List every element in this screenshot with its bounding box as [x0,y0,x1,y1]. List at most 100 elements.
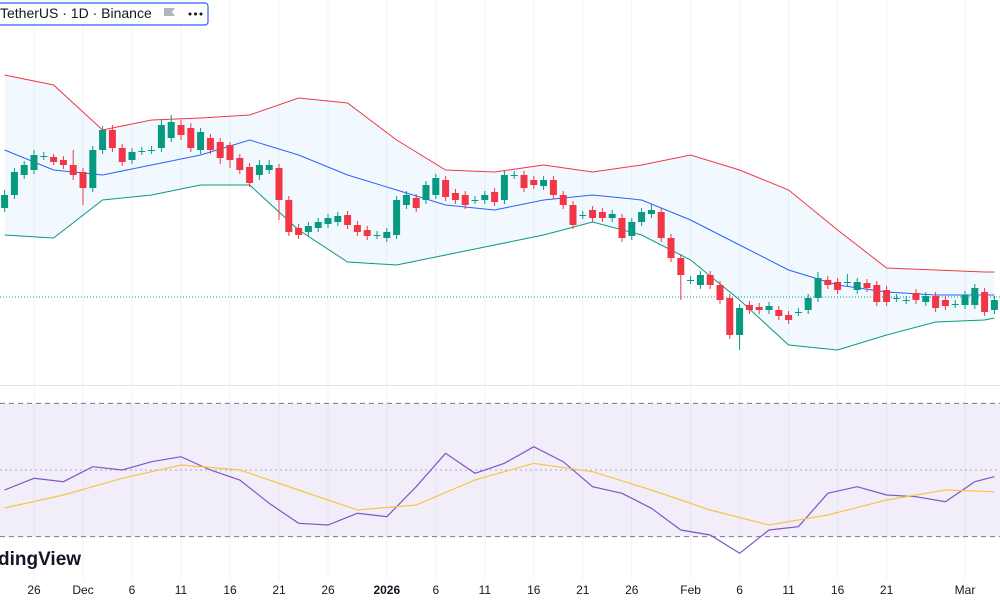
candle-body [422,185,430,200]
x-tick-label: 16 [831,583,845,597]
candle-body [843,282,851,283]
candle-body [324,218,332,224]
candle-body [10,172,18,195]
candle-body [255,165,263,175]
x-tick-label: 26 [625,583,639,597]
candle-body [804,298,812,310]
x-tick-label: 11 [782,583,795,597]
candle-body [941,300,949,306]
candle-body [892,298,900,299]
candle-body [902,300,910,301]
candle-body [598,212,606,218]
candle-body [589,210,597,218]
x-tick-label: Feb [680,583,701,597]
candle-body [304,226,312,232]
candle-body [834,282,842,290]
candle-body [647,210,655,214]
candle-body [157,125,165,148]
candle-body [726,298,734,335]
candle-body [755,307,763,310]
x-tick-label: 16 [223,583,237,597]
candle-body [981,292,989,312]
candle-body [706,275,714,285]
candle-body [226,145,234,160]
rsi-line [4,462,995,526]
candle-body [393,200,401,235]
candle-body [383,232,391,238]
x-tick-label: 11 [175,583,188,597]
candle-body [775,310,783,316]
candle-body [187,128,195,148]
candle-body [853,282,861,290]
candle-body [608,214,616,218]
candle-body [40,156,48,157]
candle-body [265,165,273,170]
candle-body [667,238,675,258]
candle-body [373,235,381,236]
candle-body [99,130,107,150]
candle-body [344,215,352,225]
candle-body [745,305,753,310]
candle-body [20,165,28,175]
more-icon[interactable] [188,12,203,16]
candle-body [794,312,802,313]
x-tick-label: 26 [321,583,335,597]
candle-body [167,122,175,138]
symbol-box[interactable] [0,2,209,26]
x-tick-label: 21 [576,583,590,597]
candle-body [314,222,322,228]
symbol-title: TetherUS · 1D · Binance [0,5,152,21]
candle-body [579,215,587,216]
x-tick-label: 26 [27,583,41,597]
candle-body [863,283,871,288]
candle-body [206,138,214,150]
candle-body [275,168,283,200]
candle-body [59,160,67,165]
band-fill [4,75,995,350]
x-tick-label: 16 [527,583,541,597]
candle-body [177,125,185,135]
candle-body [657,212,665,238]
candle-body [353,225,361,232]
band-line [4,139,995,296]
candle-body [334,216,342,222]
candle-body [500,175,508,200]
candle-body [128,152,136,160]
candle-body [736,308,744,335]
candle-body [638,212,646,222]
candle-body [79,172,87,188]
band-line [4,74,995,273]
candle-body [922,296,930,302]
candle-body [814,278,822,298]
candle-body [932,296,940,308]
candle-body [197,132,205,150]
candle-body [569,205,577,225]
candle-body [148,150,156,151]
candle-body [451,193,459,200]
candle-body [961,295,969,305]
band-line [4,184,995,351]
candle-body [716,285,724,300]
candle-body [883,290,891,302]
candle-body [951,304,959,305]
candle-body [402,195,410,205]
x-tick-label: 21 [880,583,894,597]
candle-body [363,230,371,236]
candle-body [530,180,538,185]
candle-body [118,148,126,162]
candle-body [628,222,636,236]
candle-body [696,275,704,285]
candle-body [912,293,920,300]
candle-body [873,285,881,302]
candle-body [412,198,420,208]
candle-body [990,300,998,310]
x-tick-label: 6 [432,583,439,597]
x-tick-label: 11 [479,583,492,597]
candle-body [824,280,832,285]
candle-body [295,228,303,235]
candle-body [971,288,979,305]
candle-body [30,155,38,170]
flag-icon[interactable] [164,8,175,16]
candle-body [785,315,793,320]
